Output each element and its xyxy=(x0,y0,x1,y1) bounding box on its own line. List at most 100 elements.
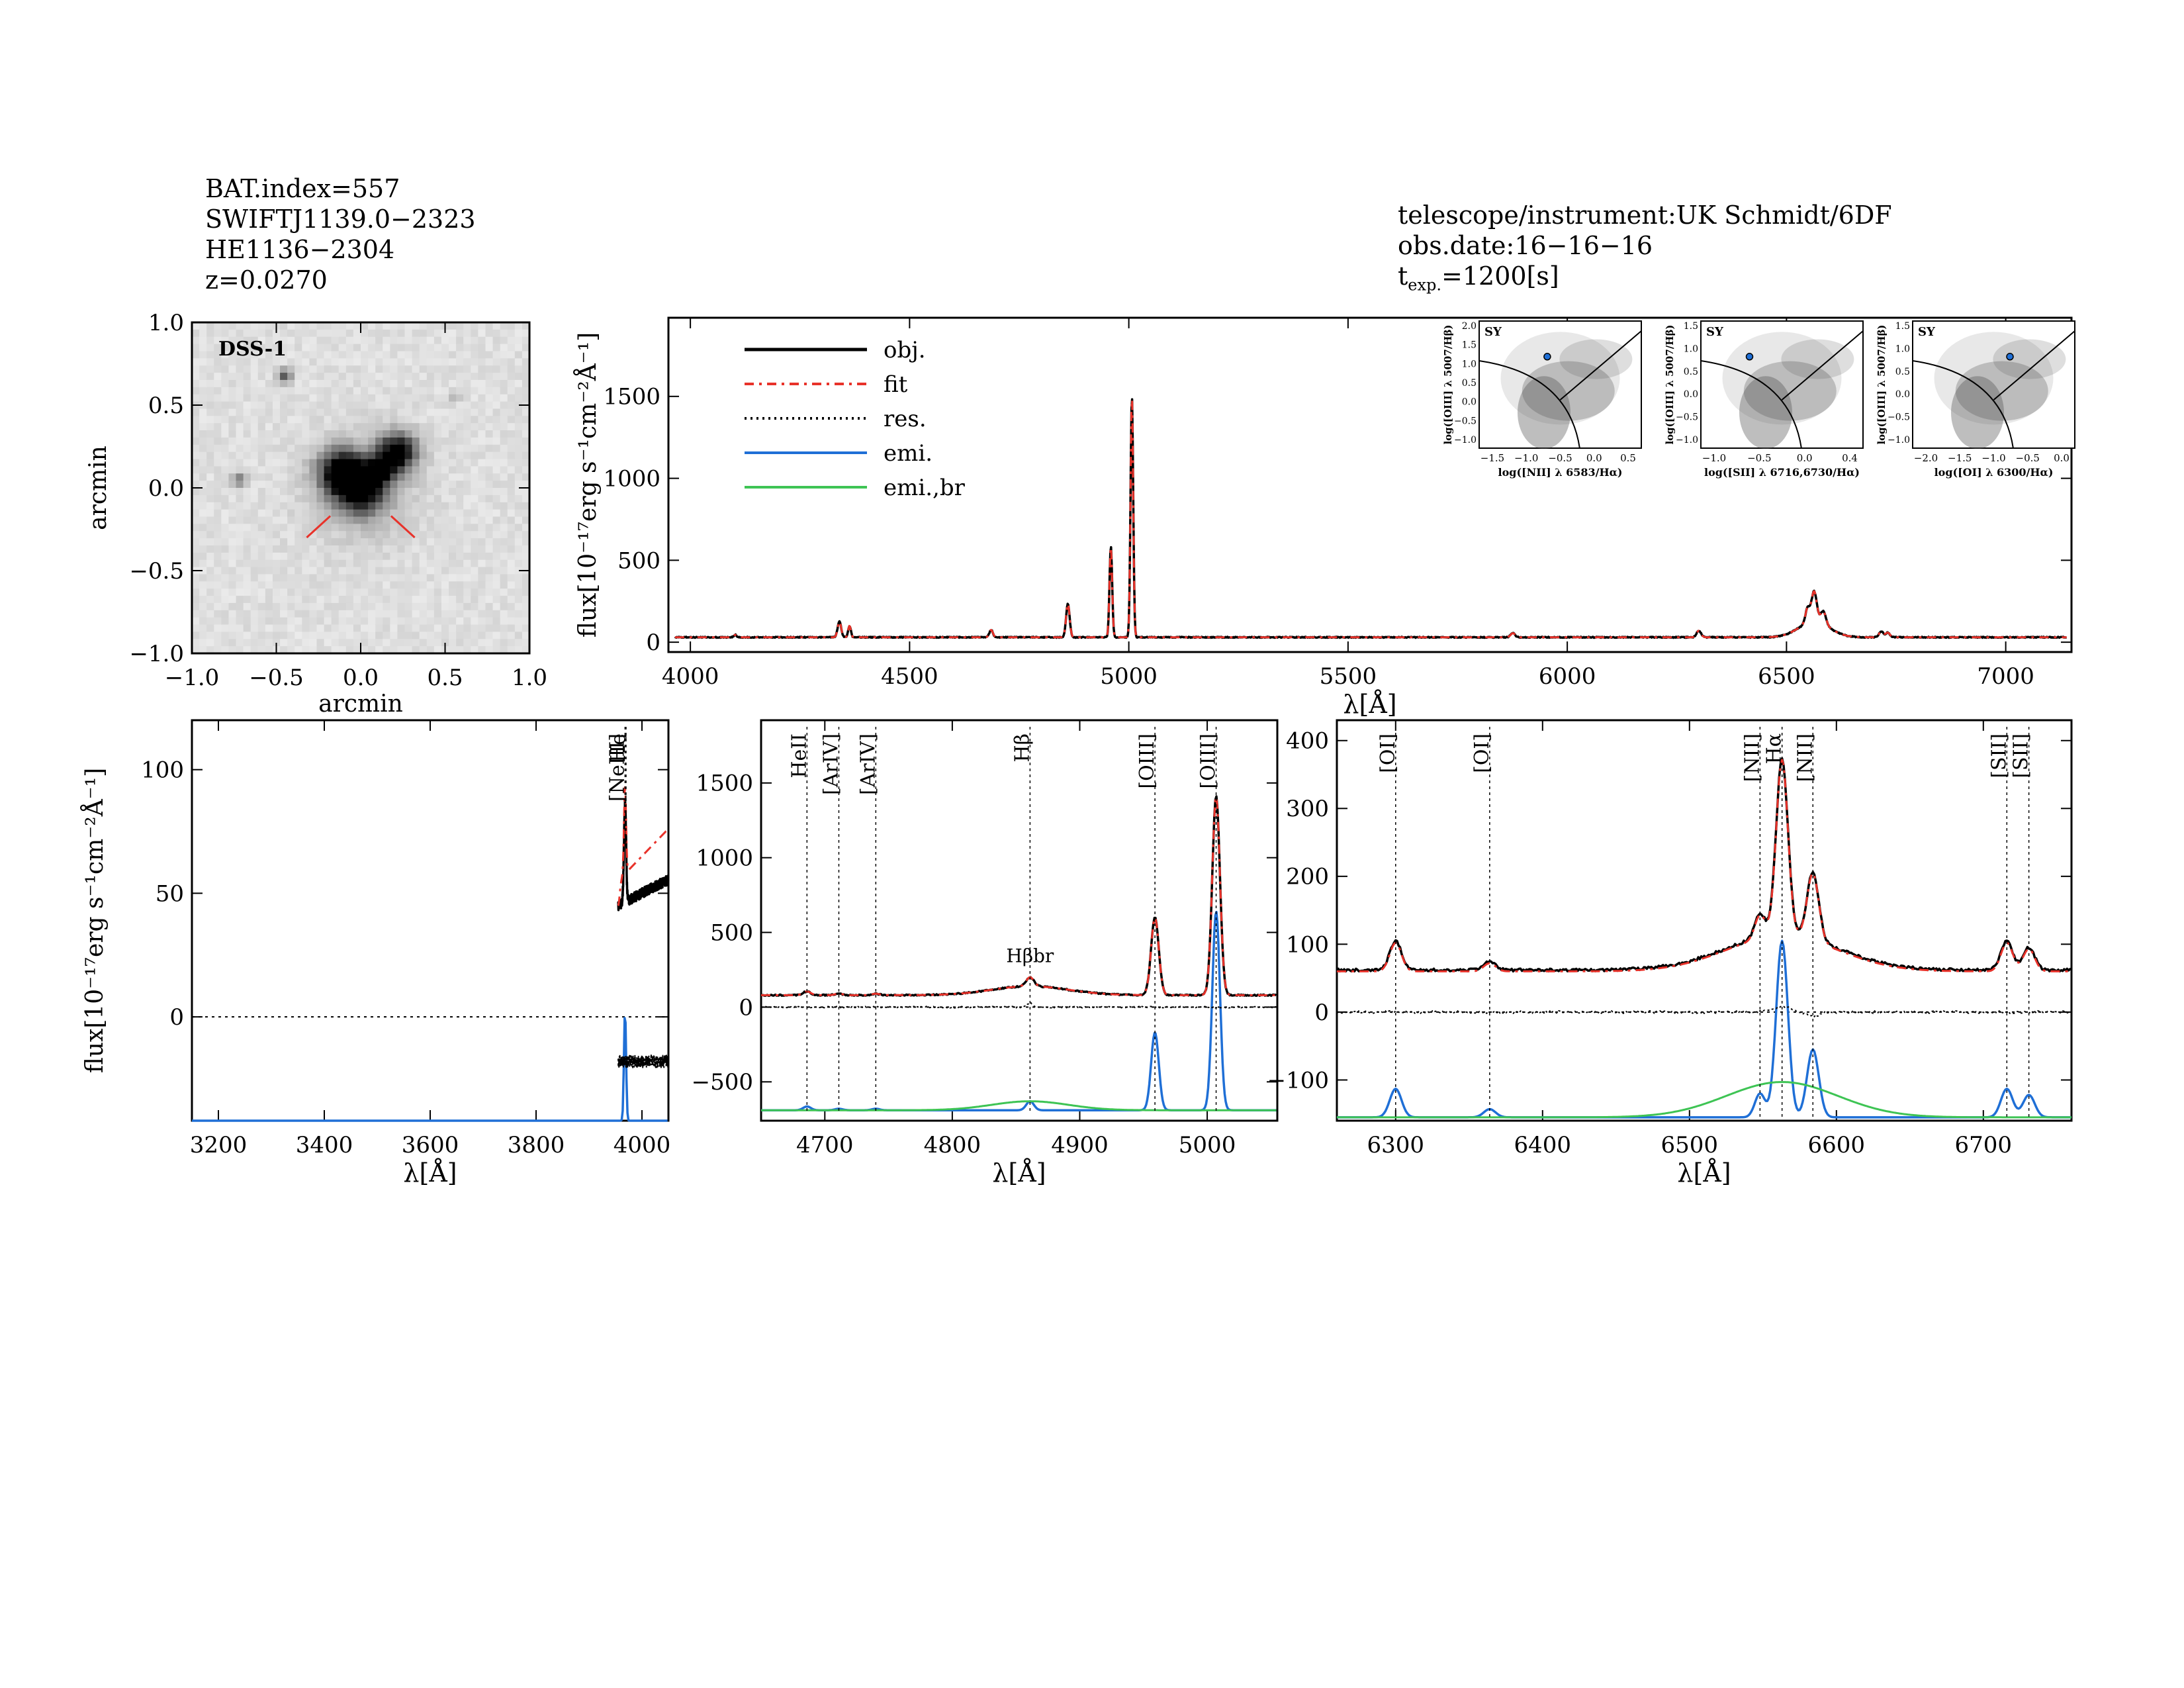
zoom_hbeta-ytick-label: 500 xyxy=(710,919,753,946)
dss-pixel xyxy=(221,416,230,424)
dss-pixel xyxy=(383,336,390,345)
dss-pixel xyxy=(361,545,369,553)
dss-panel-ytick-label: 0.5 xyxy=(148,393,184,419)
dss-pixel xyxy=(471,351,478,359)
dss-pixel xyxy=(302,596,310,604)
dss-pixel xyxy=(419,559,428,568)
dss-pixel xyxy=(228,336,237,345)
dss-pixel xyxy=(287,617,295,626)
dss-pixel xyxy=(221,588,230,596)
zoom_halpha-xtick-label: 6700 xyxy=(1955,1132,2013,1158)
bpt-ytick-label: −1.0 xyxy=(1888,435,1910,445)
dss-pixel xyxy=(463,430,471,438)
dss-pixel xyxy=(397,322,406,330)
dss-pixel xyxy=(272,416,281,424)
dss-pixel xyxy=(199,344,207,352)
dss-pixel xyxy=(214,416,222,424)
zoom_neIII-ytick-label: 100 xyxy=(141,757,184,784)
dss-pixel xyxy=(228,444,237,453)
dss-pixel xyxy=(522,509,530,518)
dss-pixel xyxy=(353,646,361,654)
dss-pixel xyxy=(316,408,325,416)
dss-pixel xyxy=(361,524,369,532)
dss-pixel xyxy=(250,451,259,460)
dss-pixel xyxy=(456,545,464,553)
dss-pixel xyxy=(433,559,442,568)
dss-pixel xyxy=(316,632,325,639)
dss-pixel xyxy=(295,617,302,626)
dss-pixel xyxy=(243,408,251,416)
dss-pixel xyxy=(404,502,413,510)
dss-pixel xyxy=(302,329,310,338)
dss-pixel xyxy=(478,430,486,438)
zoom_neIII-xtick-label: 4000 xyxy=(614,1132,671,1158)
dss-pixel xyxy=(280,488,288,496)
dss-pixel xyxy=(272,581,281,589)
dss-pixel xyxy=(390,588,398,596)
dss-pixel xyxy=(236,336,244,345)
dss-pixel xyxy=(412,451,420,460)
dss-pixel xyxy=(257,430,266,438)
bpt-xtick-label: −1.0 xyxy=(1981,452,2005,464)
dss-pixel xyxy=(257,329,266,338)
dss-pixel xyxy=(492,451,501,460)
dss-pixel xyxy=(206,602,214,611)
dss-pixel xyxy=(257,494,266,503)
dss-pixel xyxy=(419,588,428,596)
dss-pixel xyxy=(324,524,332,532)
dss-pixel xyxy=(390,373,398,381)
dss-pixel xyxy=(522,646,530,654)
dss-pixel xyxy=(236,423,244,431)
dss-pixel xyxy=(280,473,288,481)
dss-pixel xyxy=(397,617,406,626)
dss-pixel xyxy=(368,401,376,410)
dss-pixel xyxy=(199,488,207,496)
zoom_hbeta-line-label: [OIII] xyxy=(1136,733,1159,789)
dss-pixel xyxy=(485,444,494,453)
dss-pixel xyxy=(514,531,523,539)
dss-pixel xyxy=(419,574,428,582)
dss-pixel xyxy=(345,322,354,330)
dss-pixel xyxy=(412,329,420,338)
dss-pixel xyxy=(500,459,508,467)
dss-pixel xyxy=(324,379,332,388)
dss-pixel xyxy=(331,545,340,553)
dss-pixel xyxy=(316,451,325,460)
dss-pixel xyxy=(404,581,413,589)
dss-pixel xyxy=(426,624,435,632)
dss-pixel xyxy=(514,379,523,388)
dss-pixel xyxy=(221,632,230,639)
dss-pixel xyxy=(280,408,288,416)
dss-pixel xyxy=(507,632,516,639)
dss-pixel xyxy=(302,588,310,596)
dss-pixel xyxy=(250,502,259,510)
dss-pixel xyxy=(368,531,376,539)
bpt-ylabel: log([OIII] λ 5007/Hβ) xyxy=(1442,324,1454,444)
dss-pixel xyxy=(426,379,435,388)
dss-pixel xyxy=(456,430,464,438)
dss-pixel xyxy=(206,488,214,496)
dss-pixel xyxy=(206,423,214,431)
dss-pixel xyxy=(228,329,237,338)
dss-pixel xyxy=(463,466,471,474)
dss-pixel xyxy=(221,596,230,604)
dss-pixel xyxy=(522,624,530,632)
dss-pixel xyxy=(316,646,325,654)
dss-pixel xyxy=(345,329,354,338)
dss-pixel xyxy=(309,336,318,345)
dss-pixel xyxy=(345,567,354,575)
dss-pixel xyxy=(463,459,471,467)
dss-pixel xyxy=(426,336,435,345)
dss-pixel xyxy=(287,488,295,496)
dss-pixel xyxy=(250,559,259,568)
dss-pixel xyxy=(485,588,494,596)
dss-pixel xyxy=(449,401,457,410)
dss-pixel xyxy=(368,336,376,345)
dss-pixel xyxy=(309,502,318,510)
full-spectrum-xtick-label: 5000 xyxy=(1100,663,1158,690)
dss-pixel xyxy=(471,473,478,481)
zoom_hbeta-line-label: HeII xyxy=(788,733,811,778)
zoom_halpha-ytick-label: 100 xyxy=(1286,931,1329,958)
dss-pixel xyxy=(426,516,435,524)
dss-pixel xyxy=(250,538,259,546)
